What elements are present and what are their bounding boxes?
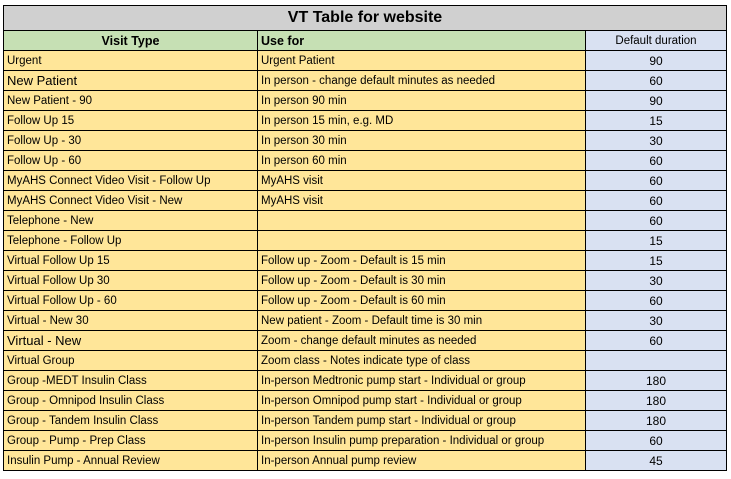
title-row: VT Table for website	[3, 5, 727, 31]
table-row: Group - Omnipod Insulin Class In-person O…	[3, 390, 727, 411]
cell-use-for[interactable]: Zoom - change default minutes as needed	[257, 330, 586, 351]
cell-use-for[interactable]: Urgent Patient	[257, 50, 586, 71]
header-visit-type[interactable]: Visit Type	[3, 30, 258, 51]
header-row: Visit Type Use for Default duration	[3, 30, 727, 51]
cell-visit-type[interactable]: Group -MEDT Insulin Class	[3, 370, 258, 391]
table-row: Virtual Follow Up - 60 Follow up - Zoom -…	[3, 290, 727, 311]
cell-default-duration[interactable]: 15	[585, 250, 727, 271]
cell-use-for[interactable]	[257, 210, 586, 231]
cell-use-for[interactable]	[257, 230, 586, 251]
table-row: Follow Up - 30 In person 30 min 30	[3, 130, 727, 151]
cell-visit-type[interactable]: Insulin Pump - Annual Review	[3, 450, 258, 471]
cell-default-duration[interactable]: 60	[585, 330, 727, 351]
cell-use-for[interactable]: MyAHS visit	[257, 170, 586, 191]
cell-default-duration[interactable]: 15	[585, 230, 727, 251]
cell-default-duration[interactable]: 90	[585, 50, 727, 71]
cell-visit-type[interactable]: Virtual Group	[3, 350, 258, 371]
table-row: New Patient In person - change default mi…	[3, 70, 727, 91]
cell-use-for[interactable]: In-person Medtronic pump start - Individ…	[257, 370, 586, 391]
cell-visit-type[interactable]: Follow Up 15	[3, 110, 258, 131]
table-row: Telephone - Follow Up 15	[3, 230, 727, 251]
table-row: Virtual - New 30 New patient - Zoom - Def…	[3, 310, 727, 331]
cell-use-for[interactable]: In person 60 min	[257, 150, 586, 171]
table-row: Urgent Urgent Patient 90	[3, 50, 727, 71]
cell-default-duration[interactable]: 180	[585, 410, 727, 431]
table-row: Virtual - New Zoom - change default minut…	[3, 330, 727, 351]
table-row: Follow Up 15 In person 15 min, e.g. MD 15	[3, 110, 727, 131]
cell-visit-type[interactable]: Telephone - New	[3, 210, 258, 231]
cell-use-for[interactable]: In-person Omnipod pump start - Individua…	[257, 390, 586, 411]
cell-visit-type[interactable]: Virtual - New 30	[3, 310, 258, 331]
cell-visit-type[interactable]: Virtual - New	[3, 330, 258, 351]
cell-default-duration[interactable]: 90	[585, 90, 727, 111]
cell-use-for[interactable]: MyAHS visit	[257, 190, 586, 211]
vt-table: VT Table for website Visit Type Use for …	[3, 5, 727, 471]
cell-visit-type[interactable]: MyAHS Connect Video Visit - New	[3, 190, 258, 211]
cell-default-duration[interactable]: 60	[585, 150, 727, 171]
cell-default-duration[interactable]: 60	[585, 290, 727, 311]
table-row: Virtual Group Zoom class - Notes indicate…	[3, 350, 727, 371]
table-row: Virtual Follow Up 15 Follow up - Zoom - D…	[3, 250, 727, 271]
cell-default-duration[interactable]: 45	[585, 450, 727, 471]
cell-visit-type[interactable]: New Patient	[3, 70, 258, 91]
header-use-for[interactable]: Use for	[257, 30, 586, 51]
cell-use-for[interactable]: Follow up - Zoom - Default is 15 min	[257, 250, 586, 271]
table-row: MyAHS Connect Video Visit - Follow Up MyA…	[3, 170, 727, 191]
table-row: Group - Tandem Insulin Class In-person Ta…	[3, 410, 727, 431]
cell-visit-type[interactable]: Follow Up - 30	[3, 130, 258, 151]
table-row: Group - Pump - Prep Class In-person Insul…	[3, 430, 727, 451]
cell-visit-type[interactable]: Virtual Follow Up 15	[3, 250, 258, 271]
table-row: Follow Up - 60 In person 60 min 60	[3, 150, 727, 171]
cell-default-duration[interactable]: 60	[585, 210, 727, 231]
cell-default-duration[interactable]: 60	[585, 430, 727, 451]
cell-default-duration[interactable]: 60	[585, 170, 727, 191]
cell-visit-type[interactable]: Virtual Follow Up 30	[3, 270, 258, 291]
cell-visit-type[interactable]: Group - Tandem Insulin Class	[3, 410, 258, 431]
table-row: Telephone - New 60	[3, 210, 727, 231]
cell-use-for[interactable]: In-person Tandem pump start - Individual…	[257, 410, 586, 431]
cell-default-duration[interactable]: 30	[585, 270, 727, 291]
table-row: MyAHS Connect Video Visit - New MyAHS vis…	[3, 190, 727, 211]
cell-visit-type[interactable]: Group - Pump - Prep Class	[3, 430, 258, 451]
cell-visit-type[interactable]: Group - Omnipod Insulin Class	[3, 390, 258, 411]
cell-default-duration[interactable]: 180	[585, 390, 727, 411]
cell-visit-type[interactable]: Urgent	[3, 50, 258, 71]
cell-default-duration[interactable]: 60	[585, 70, 727, 91]
cell-visit-type[interactable]: Virtual Follow Up - 60	[3, 290, 258, 311]
cell-visit-type[interactable]: New Patient - 90	[3, 90, 258, 111]
table-row: Group -MEDT Insulin Class In-person Medtr…	[3, 370, 727, 391]
table-row: Insulin Pump - Annual Review In-person An…	[3, 450, 727, 471]
cell-visit-type[interactable]: MyAHS Connect Video Visit - Follow Up	[3, 170, 258, 191]
table-title[interactable]: VT Table for website	[3, 5, 727, 31]
table-row: New Patient - 90 In person 90 min 90	[3, 90, 727, 111]
cell-use-for[interactable]: In person 90 min	[257, 90, 586, 111]
cell-use-for[interactable]: Follow up - Zoom - Default is 30 min	[257, 270, 586, 291]
cell-visit-type[interactable]: Telephone - Follow Up	[3, 230, 258, 251]
cell-default-duration[interactable]: 30	[585, 310, 727, 331]
cell-use-for[interactable]: In-person Annual pump review	[257, 450, 586, 471]
cell-default-duration[interactable]: 15	[585, 110, 727, 131]
cell-use-for[interactable]: In person 30 min	[257, 130, 586, 151]
header-default-duration[interactable]: Default duration	[585, 30, 727, 51]
cell-use-for[interactable]: In person - change default minutes as ne…	[257, 70, 586, 91]
cell-use-for[interactable]: New patient - Zoom - Default time is 30 …	[257, 310, 586, 331]
cell-use-for[interactable]: In person 15 min, e.g. MD	[257, 110, 586, 131]
table-row: Virtual Follow Up 30 Follow up - Zoom - D…	[3, 270, 727, 291]
cell-default-duration[interactable]: 60	[585, 190, 727, 211]
cell-use-for[interactable]: Follow up - Zoom - Default is 60 min	[257, 290, 586, 311]
cell-default-duration[interactable]: 30	[585, 130, 727, 151]
cell-default-duration[interactable]: 180	[585, 370, 727, 391]
cell-use-for[interactable]: In-person Insulin pump preparation - Ind…	[257, 430, 586, 451]
cell-use-for[interactable]: Zoom class - Notes indicate type of clas…	[257, 350, 586, 371]
cell-default-duration[interactable]	[585, 350, 727, 371]
cell-visit-type[interactable]: Follow Up - 60	[3, 150, 258, 171]
